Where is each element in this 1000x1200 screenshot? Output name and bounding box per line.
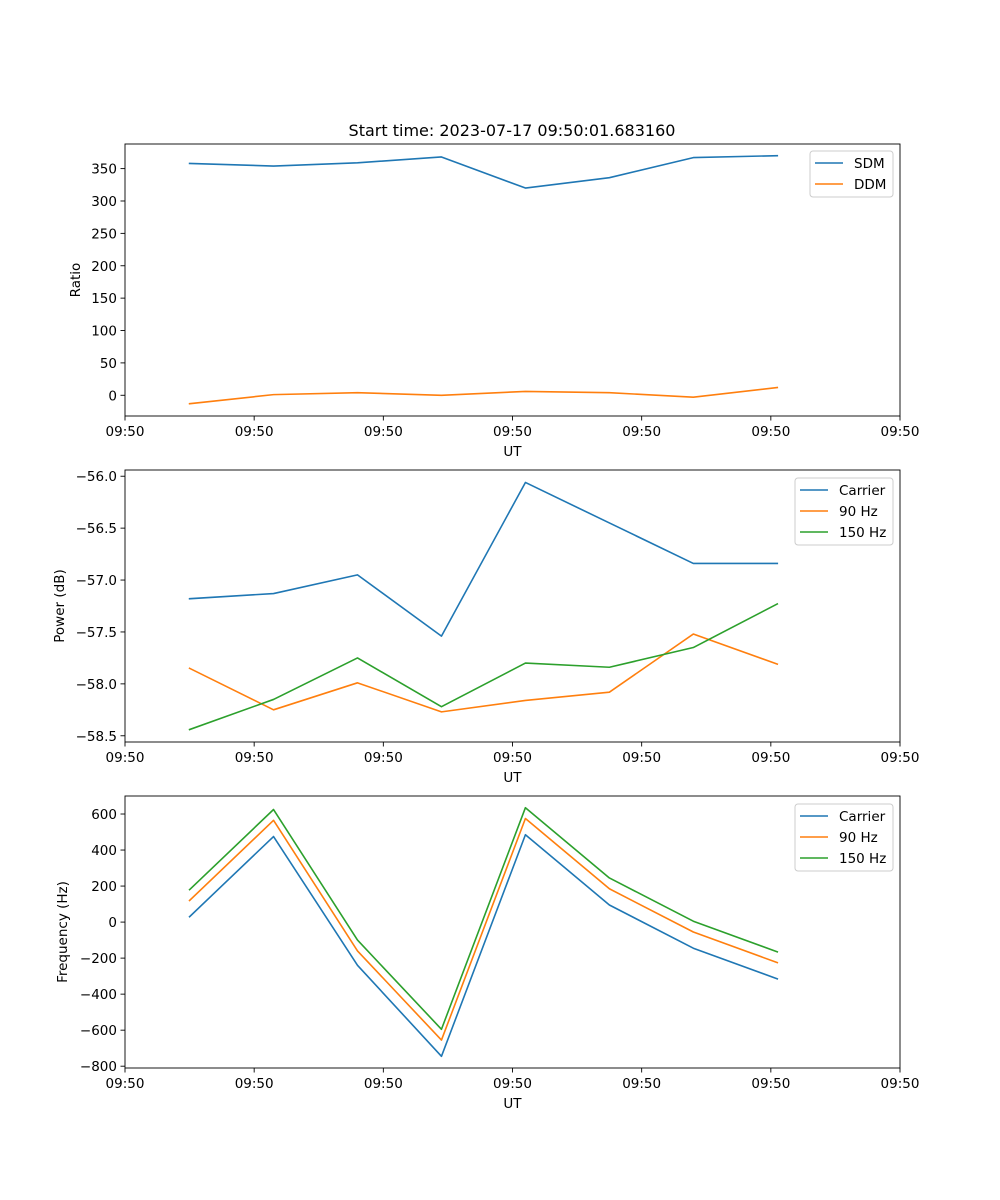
ratio-y-tick-label: 200	[91, 259, 117, 275]
frequency-x-tick-label: 09:50	[493, 1076, 532, 1092]
frequency-y-tick-label: 0	[108, 915, 117, 931]
frequency-y-tick-label: −400	[80, 987, 117, 1003]
ratio-x-tick-label: 09:50	[881, 424, 920, 440]
frequency-y-axis-label: Frequency (Hz)	[55, 881, 71, 983]
frequency-y-tick-label: 400	[91, 843, 117, 859]
power-x-axis-label: UT	[503, 770, 522, 786]
power-y-tick-label: −58.0	[76, 677, 117, 693]
ratio-x-tick-label: 09:50	[493, 424, 532, 440]
frequency-panel: 09:50 09:50 09:50 09:50 09:50 09:50 09:50−800−…	[55, 795, 920, 1112]
power-series-150-hz-line	[188, 602, 779, 731]
power-y-tick-label: −57.5	[76, 625, 117, 641]
power-x-tick-label: 09:50	[235, 750, 274, 766]
ratio-y-tick-label: 150	[91, 291, 117, 307]
ratio-panel: 09:50 09:50 09:50 09:50 09:50 09:50 09:50 0 50 10…	[68, 143, 920, 460]
frequency-x-axis-label: UT	[503, 1096, 522, 1112]
power-y-tick-label: −57.0	[76, 573, 117, 589]
frequency-y-tick-label: −200	[80, 951, 117, 967]
ratio-y-axis-label: Ratio	[68, 263, 84, 298]
ratio-x-axis-label: UT	[503, 444, 522, 460]
frequency-y-tick-label: −800	[80, 1059, 117, 1075]
power-legend: Carrier 90 Hz 150 Hz	[794, 477, 894, 546]
ratio-series-sdm-line	[188, 154, 779, 189]
power-legend-label-carrier: Carrier	[839, 483, 886, 499]
power-series-carrier-line	[188, 481, 779, 637]
ratio-y-tick-label: 0	[108, 388, 117, 404]
frequency-y-tick-label: −600	[80, 1023, 117, 1039]
power-series-90-hz-line	[188, 633, 779, 713]
power-legend-box	[794, 477, 894, 546]
power-x-tick-label: 09:50	[881, 750, 920, 766]
ratio-x-tick-label: 09:50	[364, 424, 403, 440]
power-y-tick-label: −58.5	[76, 729, 117, 745]
power-legend-label-150-hz: 150 Hz	[839, 525, 886, 541]
power-x-tick-label: 09:50	[622, 750, 661, 766]
ratio-legend-label-sdm: SDM	[854, 156, 885, 172]
ratio-y-tick-label: 50	[100, 356, 117, 372]
ratio-series-ddm-line	[188, 386, 779, 405]
frequency-y-tick-label: 200	[91, 879, 117, 895]
power-y-tick-label: −56.5	[76, 521, 117, 537]
ratio-legend: SDM DDM	[809, 150, 894, 198]
ratio-y-tick-label: 300	[91, 194, 117, 210]
frequency-legend: Carrier 90 Hz 150 Hz	[794, 803, 894, 872]
power-x-tick-label: 09:50	[493, 750, 532, 766]
frequency-x-tick-label: 09:50	[622, 1076, 661, 1092]
frequency-x-tick-label: 09:50	[364, 1076, 403, 1092]
ratio-x-tick-label: 09:50	[106, 424, 145, 440]
frequency-y-tick-label: 600	[91, 807, 117, 823]
ratio-y-tick-label: 250	[91, 226, 117, 242]
frequency-x-tick-label: 09:50	[751, 1076, 790, 1092]
power-panel: 09:50 09:50 09:50 09:50 09:50 09:50 09:50 −58.5…	[52, 469, 919, 786]
frequency-legend-label-150-hz: 150 Hz	[839, 851, 886, 867]
power-x-tick-label: 09:50	[106, 750, 145, 766]
frequency-legend-label-90-hz: 90 Hz	[839, 830, 878, 846]
ratio-x-tick-label: 09:50	[235, 424, 274, 440]
frequency-x-tick-label: 09:50	[235, 1076, 274, 1092]
ratio-x-tick-label: 09:50	[751, 424, 790, 440]
figure-title: Start time: 2023-07-17 09:50:01.683160	[349, 121, 676, 140]
frequency-x-tick-label: 09:50	[106, 1076, 145, 1092]
ratio-legend-label-ddm: DDM	[854, 177, 886, 193]
frequency-x-tick-label: 09:50	[881, 1076, 920, 1092]
ratio-y-tick-label: 350	[91, 162, 117, 178]
frequency-series-90-hz-line	[188, 817, 779, 1041]
power-y-tick-label: −56.0	[76, 469, 117, 485]
power-legend-label-90-hz: 90 Hz	[839, 504, 878, 520]
ratio-x-tick-label: 09:50	[622, 424, 661, 440]
power-y-axis-label: Power (dB)	[52, 569, 68, 642]
power-x-tick-label: 09:50	[751, 750, 790, 766]
power-x-tick-label: 09:50	[364, 750, 403, 766]
frequency-series-150-hz-line	[188, 806, 779, 1031]
ratio-y-tick-label: 100	[91, 324, 117, 340]
frequency-series-carrier-line	[188, 833, 779, 1058]
frequency-legend-label-carrier: Carrier	[839, 809, 886, 825]
frequency-legend-box	[794, 803, 894, 872]
